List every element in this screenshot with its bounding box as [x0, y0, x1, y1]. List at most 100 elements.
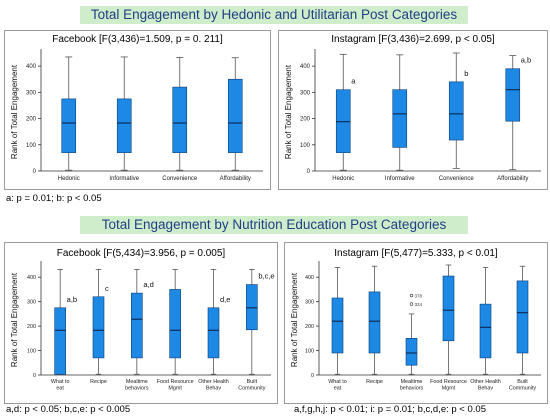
y-tick-label: 0 — [33, 373, 36, 379]
y-tick-label: 400 — [27, 275, 36, 281]
y-tick-label: 200 — [27, 324, 36, 330]
box-iqr — [405, 338, 418, 366]
x-tick-label: Food Resource — [157, 379, 194, 385]
x-tick-label: eat — [56, 385, 64, 391]
x-tick-label: Built — [517, 379, 528, 385]
box-iqr — [505, 68, 521, 122]
x-tick-label: Informative — [385, 176, 415, 182]
box-iqr — [227, 78, 243, 153]
significance-note-bottom-right: a,f,g,h,j: p < 0.01; i: p = 0.01; b,c,d,… — [294, 404, 486, 415]
significance-label: a,d — [143, 280, 153, 289]
instagram-nutrition-boxplot: 0 100 200 300 400 Rank of Total Engagement Wha… — [290, 261, 541, 391]
y-axis-label: Rank of Total Engagement — [10, 272, 19, 367]
chart-title: Instagram [F(3,436)=2.699, p < 0.05] — [331, 34, 495, 45]
chart-title: Instagram [F(5,477)=5.333, p < 0.01] — [334, 248, 498, 259]
x-tick-label: Mgmt — [442, 385, 456, 391]
y-tick-label: 300 — [26, 90, 37, 96]
y-tick-label: 200 — [26, 117, 37, 123]
significance-label: a — [351, 77, 356, 86]
x-tick-label: Recipe — [366, 379, 383, 385]
box-iqr — [392, 89, 408, 148]
box-iqr — [448, 81, 464, 141]
x-tick-label: Mgmt — [168, 385, 182, 391]
box-iqr — [116, 98, 132, 153]
outlier-label: 324 — [415, 302, 423, 307]
y-tick-label: 300 — [300, 90, 311, 96]
instagram-hedonic-chart-panel: Instagram [F(3,436)=2.699, p < 0.05] 0 10… — [278, 30, 548, 190]
x-tick-label: Other Health — [198, 379, 229, 385]
x-tick-label: Affordability — [220, 176, 251, 182]
instagram-hedonic-boxplot: 0 100 200 300 400 Rank of Total Engagement a He… — [284, 49, 541, 182]
outlier-point — [409, 302, 414, 306]
x-tick-label: What to — [328, 379, 347, 385]
box-iqr — [172, 86, 188, 153]
box-iqr — [331, 297, 344, 354]
box-iqr — [368, 291, 381, 354]
significance-note-bottom-left: a,d: p < 0.05; b,c,e: p < 0.005 — [6, 404, 131, 415]
instagram-nutrition-chart-panel: Instagram [F(5,477)=5.333, p < 0.01] 0 10… — [284, 242, 548, 404]
y-tick-label: 300 — [27, 300, 36, 306]
y-tick-label: 400 — [300, 64, 311, 70]
facebook-hedonic-boxplot: 0 100 200 300 400 Rank of Total Engagement Hed… — [10, 49, 263, 182]
box-iqr — [442, 275, 455, 342]
x-tick-label: Mealtime — [401, 379, 423, 385]
x-tick-label: Hedonic — [58, 176, 80, 182]
facebook-hedonic-chart-panel: Facebook [F(3,436)=1.509, p = 0. 211] 0 1… — [4, 30, 271, 190]
y-tick-label: 400 — [305, 275, 314, 281]
x-tick-label: Community — [509, 385, 537, 391]
y-tick-label: 100 — [26, 143, 37, 149]
x-tick-label: Convenience — [439, 176, 475, 182]
chart-title: Facebook [F(3,436)=1.509, p = 0. 211] — [52, 34, 223, 45]
outlier-point — [409, 293, 414, 298]
box-iqr — [169, 289, 181, 359]
y-tick-label: 100 — [300, 143, 311, 149]
x-tick-label: Hedonic — [332, 176, 354, 182]
outlier-label: 378 — [415, 293, 423, 298]
x-tick-label: Affordability — [497, 176, 528, 182]
significance-label: c — [105, 284, 109, 293]
chart-title: Facebook [F(5,434)=3.956, p = 0.005] — [56, 248, 226, 259]
y-tick-label: 100 — [27, 349, 36, 355]
facebook-nutrition-chart-panel: Facebook [F(5,434)=3.956, p = 0.005] 0 10… — [4, 242, 278, 404]
y-axis-label: Rank of Total Engagement — [284, 64, 293, 159]
y-axis-label: Rank of Total Engagement — [10, 64, 19, 159]
x-tick-label: What to — [51, 379, 70, 385]
x-tick-label: behaviors — [125, 385, 149, 391]
x-tick-label: Behav — [478, 385, 494, 391]
x-tick-label: eat — [334, 385, 342, 391]
significance-label: a,b — [521, 56, 531, 65]
x-tick-label: Informative — [109, 176, 139, 182]
box-iqr — [516, 280, 529, 354]
significance-label: b,c,e — [258, 272, 274, 281]
y-tick-label: 0 — [33, 169, 37, 175]
y-axis-label: Rank of Total Engagement — [290, 272, 299, 367]
box-iqr — [54, 307, 66, 375]
nutrition-education-banner: Total Engagement by Nutrition Education … — [80, 216, 468, 234]
significance-label: d,e — [220, 295, 230, 304]
significance-label: b — [464, 69, 468, 78]
hedonic-utilitarian-banner: Total Engagement by Hedonic and Utilitar… — [80, 6, 468, 24]
x-tick-label: Recipe — [90, 379, 107, 385]
x-tick-label: Community — [238, 385, 266, 391]
x-tick-label: Behav — [206, 385, 222, 391]
y-tick-label: 100 — [305, 349, 314, 355]
x-tick-label: Food Resource — [430, 379, 467, 385]
x-tick-label: Mealtime — [126, 379, 148, 385]
y-tick-label: 0 — [311, 373, 314, 379]
y-tick-label: 0 — [307, 169, 311, 175]
box-iqr — [92, 296, 105, 359]
x-tick-label: Convenience — [162, 176, 198, 182]
y-tick-label: 300 — [305, 300, 314, 306]
box-iqr — [479, 303, 492, 359]
x-tick-label: behaviors — [400, 385, 424, 391]
x-tick-label: Built — [247, 379, 258, 385]
significance-note-top: a: p = 0.01; b: p < 0.05 — [6, 193, 102, 204]
box-iqr — [61, 98, 77, 153]
y-tick-label: 200 — [305, 324, 314, 330]
facebook-nutrition-boxplot: 0 100 200 300 400 Rank of Total Engagement a,b… — [10, 261, 275, 391]
box-iqr — [207, 307, 220, 359]
box-iqr — [131, 292, 143, 359]
y-tick-label: 200 — [300, 117, 311, 123]
x-tick-label: Other Health — [470, 379, 501, 385]
box-iqr — [246, 284, 258, 331]
